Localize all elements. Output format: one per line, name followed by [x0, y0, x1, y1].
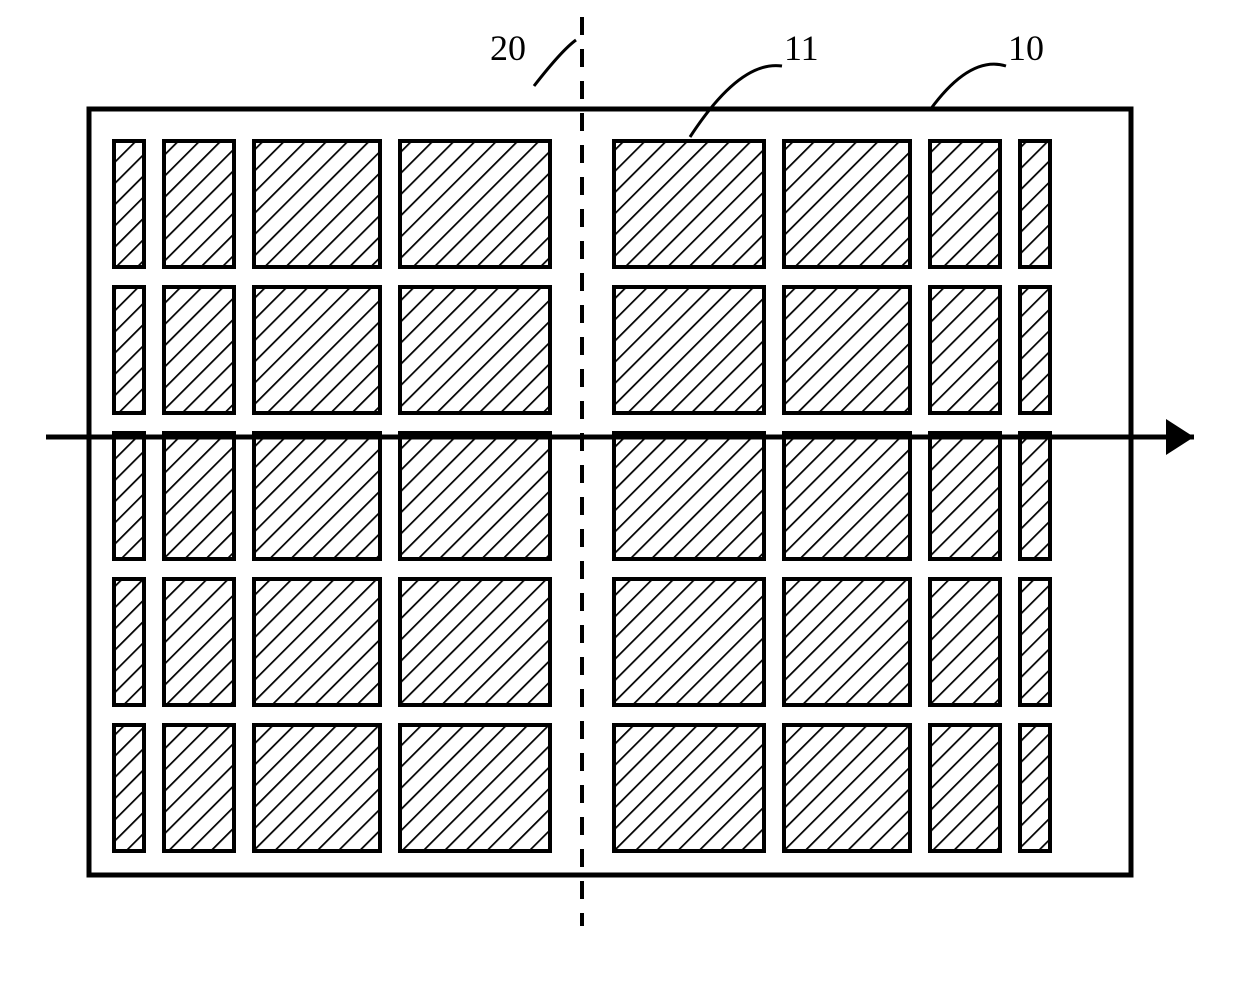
reference-label-20: 20 [490, 27, 526, 69]
reference-leader [930, 64, 1006, 110]
grid-cell [930, 287, 1000, 413]
grid-cell [254, 287, 380, 413]
grid-cell [1020, 579, 1050, 705]
reference-label-11: 11 [784, 27, 819, 69]
grid-cell [614, 433, 764, 559]
grid-cell [254, 725, 380, 851]
grid-cell [114, 725, 144, 851]
grid-cell [400, 287, 550, 413]
grid-cell [254, 433, 380, 559]
grid-cell [164, 579, 234, 705]
grid-cell [784, 287, 910, 413]
grid-cell [930, 141, 1000, 267]
grid-cell [784, 433, 910, 559]
grid-cell [400, 141, 550, 267]
grid-cell [164, 433, 234, 559]
grid-cell [930, 579, 1000, 705]
grid-cell [784, 725, 910, 851]
grid-cell [114, 579, 144, 705]
grid-cell [1020, 141, 1050, 267]
grid-cell [1020, 433, 1050, 559]
grid-cell [784, 579, 910, 705]
grid-cell [400, 579, 550, 705]
grid-cell [254, 579, 380, 705]
grid-cell [254, 141, 380, 267]
reference-leader [534, 40, 576, 86]
reference-label-10: 10 [1008, 27, 1044, 69]
grid-cell [114, 141, 144, 267]
grid-cell [114, 287, 144, 413]
grid-cell [164, 725, 234, 851]
diagram-stage: 20 11 10 [0, 0, 1240, 984]
grid-cell [400, 725, 550, 851]
grid-cell [1020, 287, 1050, 413]
grid-cell [164, 141, 234, 267]
grid-cell [400, 433, 550, 559]
grid-cell [1020, 725, 1050, 851]
grid-cell [930, 725, 1000, 851]
diagram-svg [0, 0, 1240, 984]
grid-cell [164, 287, 234, 413]
grid-cell [614, 579, 764, 705]
grid-cell [614, 287, 764, 413]
grid-cell [614, 141, 764, 267]
grid-cell [784, 141, 910, 267]
grid-cell [614, 725, 764, 851]
grid-cell [114, 433, 144, 559]
grid-cell [930, 433, 1000, 559]
